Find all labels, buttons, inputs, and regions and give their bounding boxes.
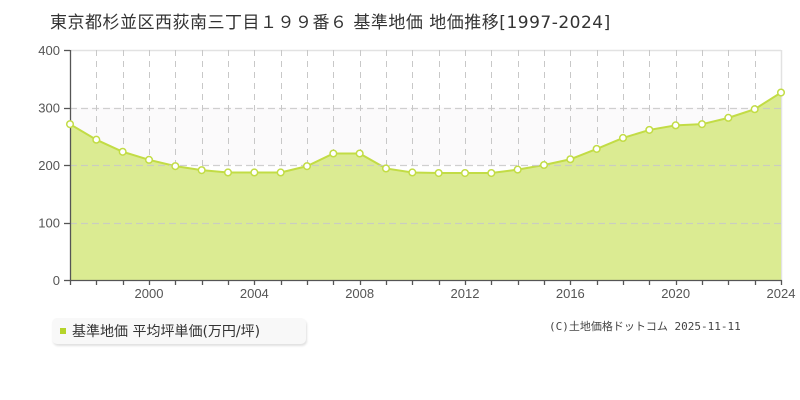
data-point-marker [171, 162, 180, 171]
y-tick-label: 0 [53, 273, 60, 288]
x-tick-label: 2012 [451, 286, 480, 301]
data-point-marker [302, 162, 312, 171]
data-line [69, 91, 782, 175]
data-point-marker [381, 164, 391, 173]
data-point-marker [724, 113, 733, 122]
data-point-marker [592, 144, 601, 153]
data-point-marker [197, 166, 206, 175]
y-tick-label: 400 [38, 43, 60, 58]
chart-title: 東京都杉並区西荻南三丁目１９９番６ 基準地価 地価推移[1997-2024] [50, 13, 611, 33]
data-point-marker [776, 88, 786, 97]
data-point-marker [434, 169, 443, 178]
data-area [69, 91, 782, 280]
data-point-marker [65, 120, 75, 129]
data-point-marker [618, 133, 628, 143]
x-tick-label: 2024 [767, 286, 796, 301]
data-point-marker [513, 165, 522, 174]
data-point-marker [750, 105, 759, 114]
data-point-marker [408, 168, 417, 177]
area-fill [70, 92, 781, 280]
data-point-marker [92, 135, 101, 144]
data-point-marker [276, 168, 285, 177]
x-tick-label: 2016 [556, 286, 585, 301]
data-point-marker [487, 169, 496, 178]
data-point-marker [645, 125, 654, 134]
data-point-marker [460, 169, 470, 178]
axes [64, 49, 783, 285]
legend-swatch-icon [60, 328, 66, 334]
data-markers [65, 88, 786, 178]
data-point-marker [250, 168, 259, 177]
legend-label: 基準地価 平均坪単価(万円/坪) [72, 324, 261, 340]
data-point-marker [539, 160, 549, 170]
x-tick-label: 2004 [240, 286, 269, 301]
data-point-marker [118, 147, 127, 156]
x-tick-label: 2020 [661, 286, 690, 301]
data-point-marker [355, 149, 364, 158]
y-tick-label: 100 [38, 216, 60, 231]
data-point-marker [566, 155, 575, 164]
axis-labels: 0 100 200 300 400 2000 2004 2008 2012 2016 2020 202… [38, 43, 795, 301]
data-point-marker [223, 168, 233, 177]
data-point-marker [329, 149, 338, 158]
data-point-marker [697, 120, 707, 129]
copyright-text: (C)土地価格ドットコム 2025-11-11 [549, 320, 741, 333]
horizontal-gridlines [70, 107, 781, 225]
y-tick-label: 300 [38, 101, 60, 116]
x-tick-label: 2008 [345, 286, 374, 301]
y-tick-label: 200 [38, 158, 60, 173]
data-point-marker [671, 121, 680, 130]
data-point-marker [144, 155, 154, 164]
legend: 基準地価 平均坪単価(万円/坪) [52, 318, 306, 344]
x-tick-label: 2000 [135, 286, 164, 301]
